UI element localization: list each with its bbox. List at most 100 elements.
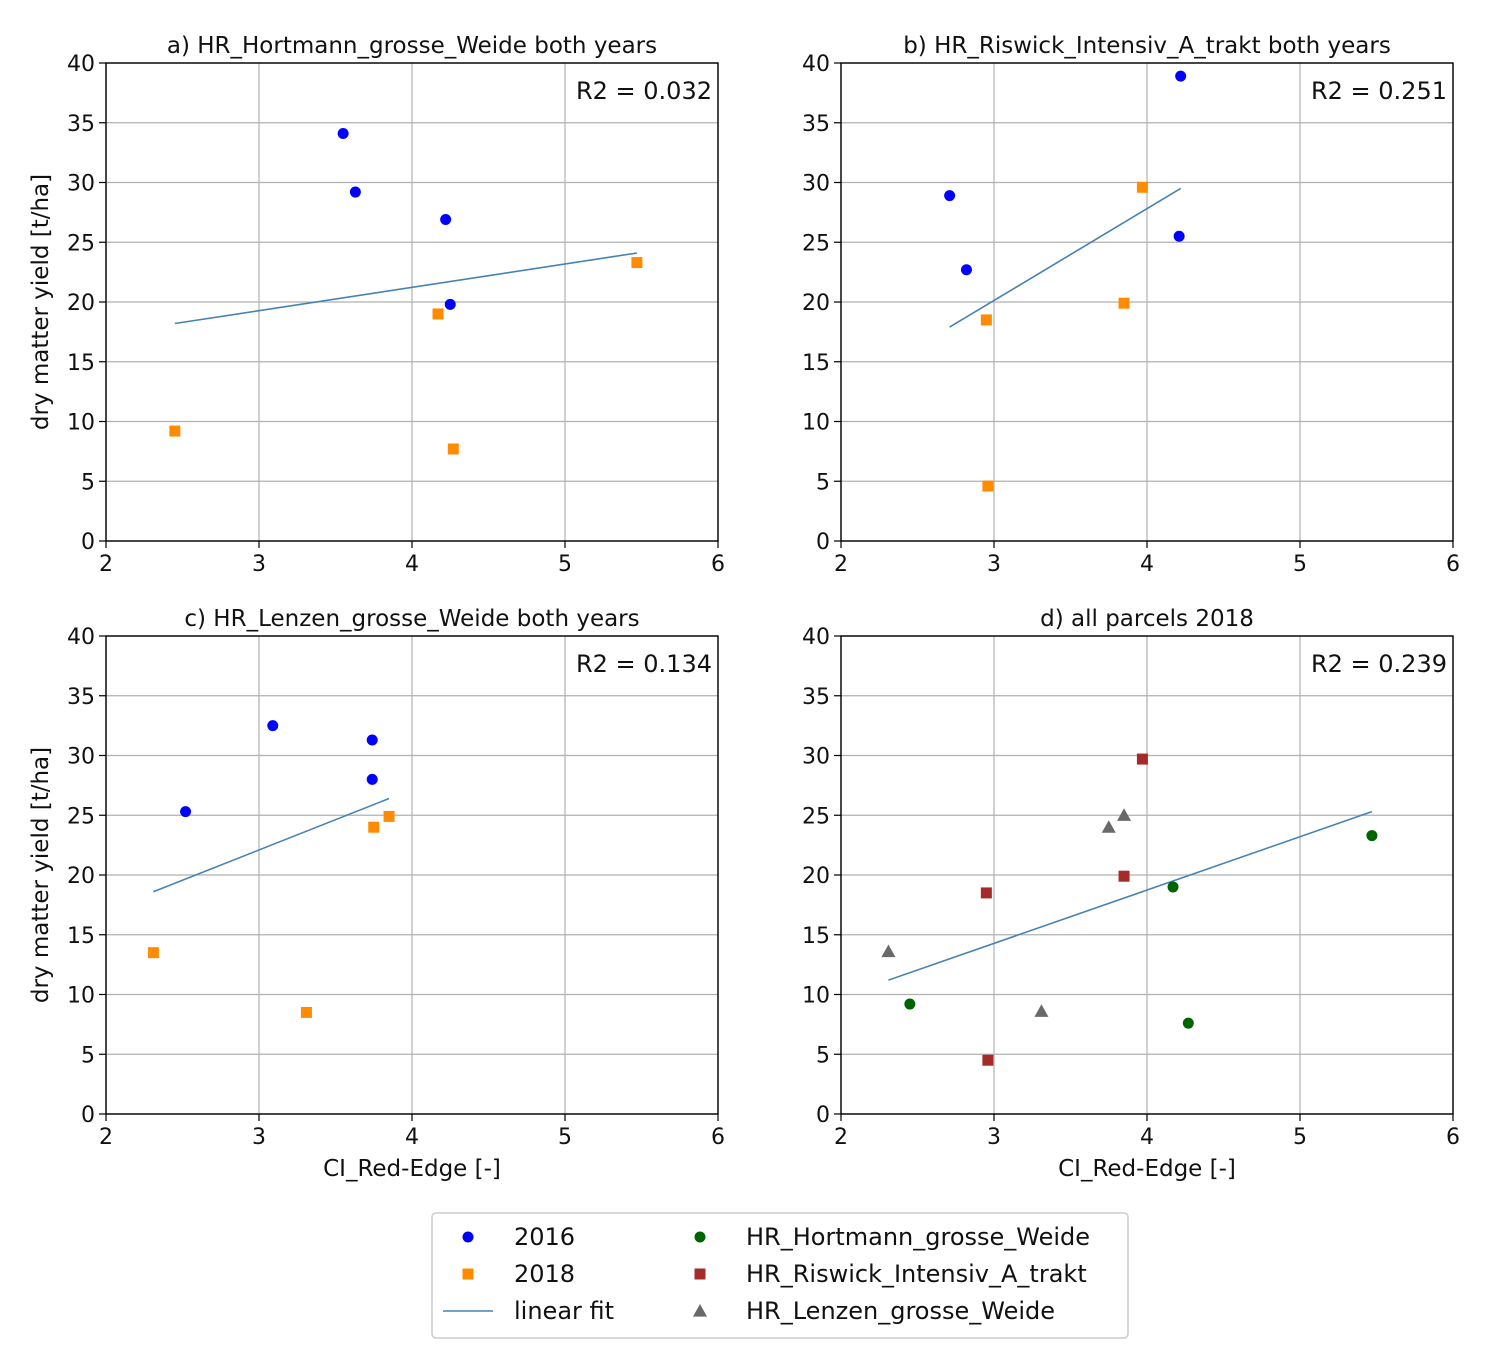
x-tick-label: 6 — [1446, 552, 1460, 577]
y-tick-label: 5 — [81, 470, 95, 495]
y-tick-label: 25 — [67, 231, 95, 256]
y-tick-label: 40 — [802, 52, 830, 77]
legend-label: 2016 — [514, 1223, 575, 1251]
data-point-2018 — [147, 947, 159, 959]
x-tick-label: 6 — [1446, 1125, 1460, 1150]
data-point-2018 — [368, 821, 380, 833]
legend-marker-circle — [694, 1231, 706, 1243]
y-tick-label: 20 — [67, 864, 95, 889]
legend-label: HR_Riswick_Intensiv_A_trakt — [746, 1260, 1087, 1288]
x-tick-label: 4 — [1140, 1125, 1154, 1150]
data-point-2016 — [444, 298, 456, 310]
data-point-2016 — [1173, 230, 1185, 242]
y-tick-label: 25 — [802, 231, 830, 256]
panel-title: d) all parcels 2018 — [1040, 606, 1254, 632]
r2-annotation: R2 = 0.251 — [1311, 77, 1447, 105]
panel-title: a) HR_Hortmann_grosse_Weide both years — [167, 33, 657, 59]
y-tick-label: 15 — [802, 924, 830, 949]
y-tick-label: 40 — [67, 625, 95, 650]
legend-marker-circle — [462, 1231, 474, 1243]
y-tick-label: 30 — [802, 172, 830, 197]
y-tick-label: 0 — [816, 1103, 830, 1128]
x-tick-label: 3 — [987, 1125, 1001, 1150]
legend-marker-square — [462, 1268, 474, 1280]
x-tick-label: 4 — [405, 1125, 419, 1150]
panel-c: 2 3 4 5 6 0 5 10 15 20 25 30 35 40 c) HR_Lenzen_grosse… — [28, 606, 725, 1182]
y-tick-label: 40 — [67, 52, 95, 77]
data-point-HR_Lenzen_grosse_Weide — [1117, 808, 1132, 821]
x-axis-label: CI_Red-Edge [-] — [1058, 1156, 1236, 1182]
y-tick-label: 35 — [802, 112, 830, 137]
panel-a: 2 3 4 5 6 0 5 10 15 20 25 30 35 40 a) HR_Hortmann_gros… — [28, 33, 725, 577]
legend-label: 2018 — [514, 1260, 575, 1288]
y-tick-label: 5 — [81, 1043, 95, 1068]
data-point-2018 — [447, 443, 459, 455]
data-point-2018 — [300, 1006, 312, 1018]
data-point-2016 — [960, 264, 972, 276]
linear-fit-line — [949, 187, 1182, 328]
data-point-2018 — [1136, 181, 1148, 193]
data-point-HR_Hortmann_grosse_Weide — [1167, 881, 1179, 893]
data-point-HR_Lenzen_grosse_Weide — [1101, 820, 1116, 833]
data-point-2016 — [337, 128, 349, 140]
panel-title: b) HR_Riswick_Intensiv_A_trakt both year… — [903, 33, 1391, 59]
y-tick-label: 15 — [802, 351, 830, 376]
data-point-2016 — [349, 186, 361, 198]
legend-label: linear fit — [514, 1297, 614, 1325]
y-tick-label: 0 — [81, 530, 95, 555]
panel-d: 2 3 4 5 6 0 5 10 15 20 25 30 35 40 d) all parcels 2018… — [802, 606, 1460, 1182]
data-point-HR_Riswick_Intensiv_A_trakt — [1118, 870, 1130, 882]
data-point-2016 — [366, 773, 378, 785]
y-tick-label: 35 — [802, 685, 830, 710]
data-point-2016 — [440, 214, 452, 226]
y-tick-label: 20 — [802, 864, 830, 889]
data-point-2018 — [1118, 297, 1130, 309]
y-tick-label: 20 — [67, 291, 95, 316]
panel-title: c) HR_Lenzen_grosse_Weide both years — [184, 606, 639, 632]
y-tick-label: 0 — [816, 530, 830, 555]
y-tick-label: 15 — [67, 924, 95, 949]
data-point-2018 — [980, 314, 992, 326]
y-tick-label: 0 — [81, 1103, 95, 1128]
linear-fit-line — [153, 797, 390, 893]
data-point-2016 — [1175, 70, 1187, 82]
legend-box — [431, 1212, 1129, 1339]
legend: 2016 2018 linear fit HR_Hortmann_grosse_Wei… — [431, 1212, 1129, 1339]
x-tick-label: 6 — [711, 552, 725, 577]
data-point-2018 — [383, 810, 395, 822]
legend-label: HR_Lenzen_grosse_Weide — [746, 1297, 1055, 1325]
y-tick-label: 10 — [67, 984, 95, 1009]
x-tick-label: 4 — [1140, 552, 1154, 577]
y-axis-label: dry matter yield [t/ha] — [28, 747, 54, 1003]
panel-b: 2 3 4 5 6 0 5 10 15 20 25 30 35 40 b) HR_Riswick_Inten… — [802, 33, 1460, 577]
data-point-2016 — [180, 806, 192, 818]
y-tick-label: 15 — [67, 351, 95, 376]
x-tick-label: 2 — [99, 1125, 113, 1150]
y-tick-label: 25 — [802, 804, 830, 829]
data-point-2018 — [432, 308, 444, 320]
y-tick-label: 10 — [802, 411, 830, 436]
legend-marker-square — [694, 1268, 706, 1280]
y-tick-label: 35 — [67, 685, 95, 710]
x-tick-label: 4 — [405, 552, 419, 577]
y-tick-label: 40 — [802, 625, 830, 650]
y-tick-label: 35 — [67, 112, 95, 137]
data-point-HR_Lenzen_grosse_Weide — [881, 944, 896, 958]
x-tick-label: 2 — [834, 552, 848, 577]
y-tick-label: 20 — [802, 291, 830, 316]
x-tick-label: 3 — [252, 1125, 266, 1150]
r2-annotation: R2 = 0.032 — [576, 77, 712, 105]
data-point-2018 — [631, 257, 643, 269]
x-axis-label: CI_Red-Edge [-] — [323, 1156, 501, 1182]
y-tick-label: 30 — [67, 172, 95, 197]
data-point-HR_Hortmann_grosse_Weide — [1182, 1017, 1194, 1029]
y-tick-label: 25 — [67, 804, 95, 829]
x-tick-label: 2 — [834, 1125, 848, 1150]
data-point-2018 — [982, 480, 994, 492]
x-tick-label: 6 — [711, 1125, 725, 1150]
data-point-HR_Hortmann_grosse_Weide — [1366, 830, 1378, 842]
data-point-2016 — [366, 734, 378, 746]
x-tick-label: 5 — [558, 1125, 572, 1150]
data-point-HR_Lenzen_grosse_Weide — [1034, 1004, 1049, 1017]
